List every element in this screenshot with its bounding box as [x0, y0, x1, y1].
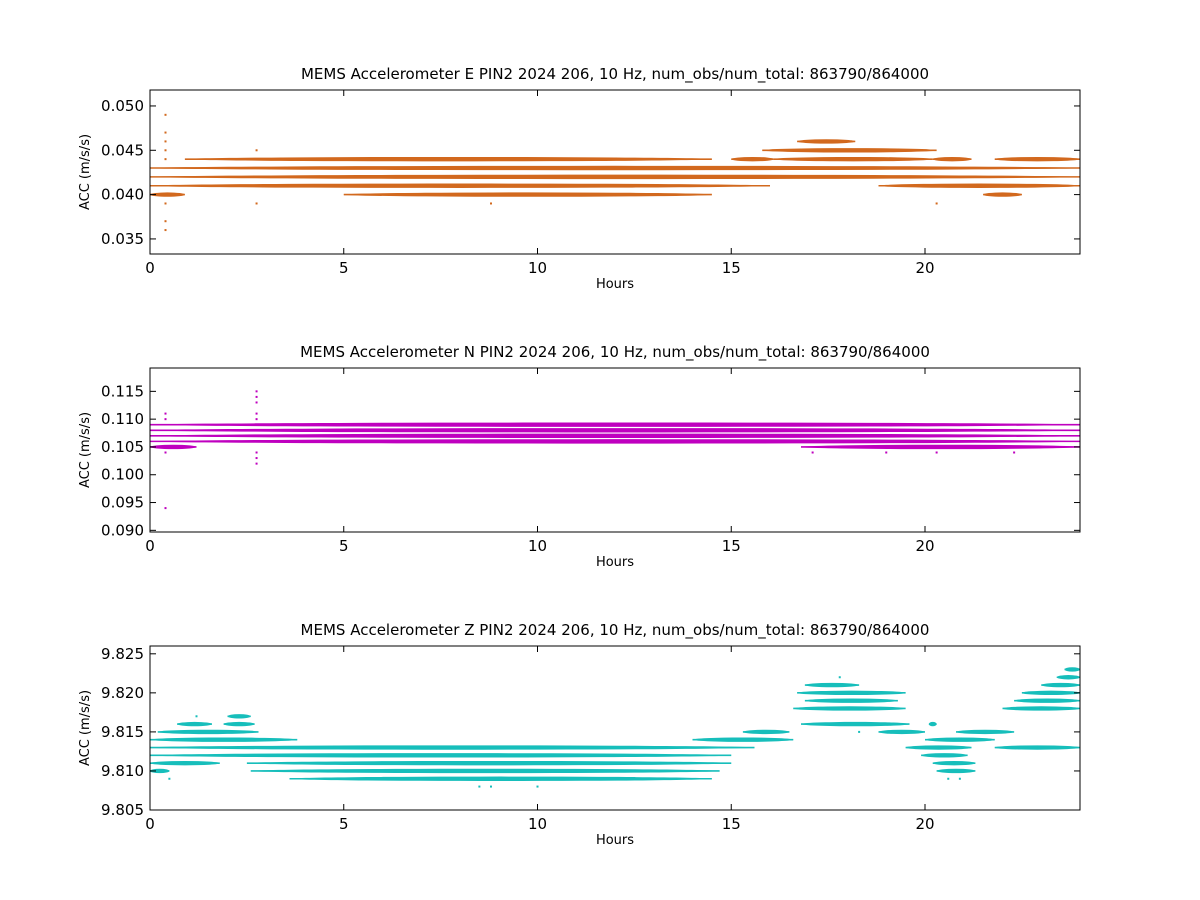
plot-area	[150, 667, 1080, 788]
x-axis-ticks: 0 5 10 15 20	[145, 90, 935, 277]
data-point	[490, 202, 492, 205]
x-axis-ticks: 0 5 10 15 20	[145, 368, 935, 555]
x-tick-label: 10	[528, 259, 547, 277]
data-point	[164, 113, 167, 116]
data-point	[958, 777, 961, 780]
x-axis-label: Hours	[596, 277, 634, 292]
x-axis-label: Hours	[596, 833, 634, 848]
data-point	[935, 158, 938, 161]
data-point	[164, 158, 167, 161]
plot-area	[150, 113, 1080, 232]
x-tick-label: 5	[339, 537, 349, 555]
y-tick-label: 0.035	[101, 230, 144, 248]
data-point	[164, 229, 167, 232]
chart-panel-e: MEMS Accelerometer E PIN2 2024 206, 10 H…	[78, 65, 1081, 292]
y-tick-label: 9.815	[101, 723, 144, 741]
x-tick-label: 15	[722, 815, 741, 833]
y-tick-label: 0.115	[101, 382, 144, 400]
x-axis-label: Hours	[596, 555, 634, 570]
y-tick-label: 9.810	[101, 762, 144, 780]
x-tick-label: 5	[339, 259, 349, 277]
chart-panel-z: MEMS Accelerometer Z PIN2 2024 206, 10 H…	[78, 621, 1081, 848]
y-tick-label: 9.825	[101, 645, 144, 663]
data-point	[168, 777, 171, 780]
plot-area	[150, 390, 1080, 510]
data-point	[885, 451, 888, 454]
y-tick-label: 0.105	[101, 438, 144, 456]
y-tick-label: 0.045	[101, 141, 144, 159]
chart-panel-n: MEMS Accelerometer N PIN2 2024 206, 10 H…	[78, 343, 1081, 570]
x-axis-ticks: 0 5 10 15 20	[145, 646, 935, 833]
data-point	[935, 202, 938, 205]
data-point	[164, 140, 167, 143]
data-point	[850, 140, 853, 143]
y-tick-label: 0.110	[101, 410, 144, 428]
data-point	[536, 785, 539, 788]
data-point	[811, 451, 814, 454]
y-axis-ticks: 9.805 9.810 9.815 9.820 9.825	[101, 645, 1080, 819]
data-point	[935, 451, 938, 454]
x-tick-label: 20	[915, 537, 934, 555]
data-point	[164, 202, 167, 205]
chart-title: MEMS Accelerometer N PIN2 2024 206, 10 H…	[300, 343, 930, 362]
x-tick-label: 15	[722, 259, 741, 277]
x-tick-label: 15	[722, 537, 741, 555]
x-tick-label: 0	[145, 259, 155, 277]
axes-frame	[149, 367, 1081, 533]
y-tick-label: 9.805	[101, 801, 144, 819]
data-point	[947, 777, 950, 780]
y-axis-label: ACC (m/s/s)	[78, 412, 93, 488]
data-point	[255, 395, 258, 398]
data-point	[255, 390, 258, 393]
data-point	[478, 785, 481, 788]
chart-title: MEMS Accelerometer E PIN2 2024 206, 10 H…	[301, 65, 929, 84]
chart-title: MEMS Accelerometer Z PIN2 2024 206, 10 H…	[301, 621, 930, 640]
y-tick-label: 0.040	[101, 186, 144, 204]
data-point	[164, 220, 167, 223]
x-tick-label: 0	[145, 815, 155, 833]
axes-frame	[149, 645, 1081, 811]
x-tick-label: 5	[339, 815, 349, 833]
data-point	[164, 131, 167, 134]
y-axis-label: ACC (m/s/s)	[78, 134, 93, 210]
data-point	[1013, 451, 1016, 454]
x-tick-label: 0	[145, 537, 155, 555]
x-tick-label: 10	[528, 537, 547, 555]
data-point	[164, 418, 167, 421]
data-point	[255, 401, 258, 404]
data-point	[255, 418, 258, 421]
data-point	[255, 202, 258, 205]
x-tick-label: 10	[528, 815, 547, 833]
x-tick-label: 20	[915, 815, 934, 833]
y-axis-label: ACC (m/s/s)	[78, 690, 93, 766]
y-tick-label: 0.050	[101, 97, 144, 115]
data-point	[490, 785, 492, 788]
data-point	[164, 507, 167, 510]
data-point	[858, 730, 861, 733]
y-axis-ticks: 0.090 0.095 0.100 0.105 0.110 0.115	[101, 382, 1080, 539]
data-point	[164, 149, 167, 152]
y-axis-ticks: 0.035 0.040 0.045 0.050	[101, 97, 1080, 248]
data-point	[164, 412, 167, 415]
data-point	[838, 676, 841, 679]
axes-frame	[149, 89, 1081, 255]
y-tick-label: 0.095	[101, 494, 144, 512]
data-point	[195, 715, 198, 718]
y-tick-label: 9.820	[101, 684, 144, 702]
data-point	[255, 149, 258, 152]
data-point	[255, 457, 258, 460]
data-point	[255, 462, 258, 465]
data-point	[255, 451, 258, 454]
y-tick-label: 0.090	[101, 521, 144, 539]
x-tick-label: 20	[915, 259, 934, 277]
data-point	[164, 451, 167, 454]
data-point	[255, 412, 258, 415]
y-tick-label: 0.100	[101, 466, 144, 484]
